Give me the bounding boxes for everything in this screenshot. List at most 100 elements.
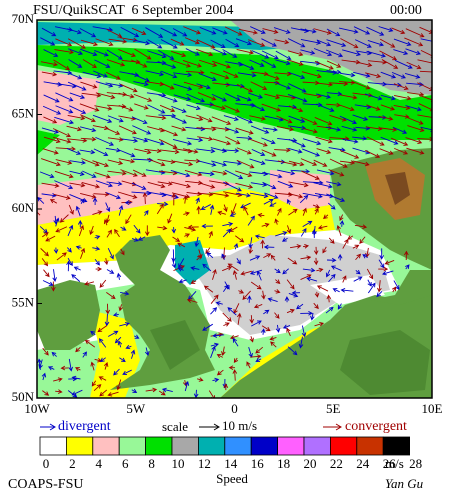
wind-arrow	[95, 38, 114, 47]
speed-zone	[37, 130, 60, 155]
wind-arrow	[250, 354, 262, 359]
wind-arrow	[107, 115, 124, 123]
wind-arrow	[53, 377, 63, 382]
wind-arrow	[378, 115, 394, 121]
wind-arrow	[405, 48, 421, 56]
wind-arrow	[376, 291, 383, 298]
wind-arrow	[237, 72, 257, 78]
wind-arrow	[277, 104, 297, 110]
wind-arrow	[71, 389, 83, 396]
wind-arrow	[306, 276, 318, 282]
wind-arrow	[118, 304, 123, 312]
wind-arrow	[221, 253, 226, 260]
wind-arrow	[248, 237, 253, 249]
wind-arrow	[124, 200, 132, 205]
wind-arrow	[131, 237, 139, 242]
colorbar-tick-label: 14	[224, 456, 238, 471]
wind-arrow	[248, 246, 254, 255]
wind-arrow	[119, 357, 126, 363]
wind-arrow	[339, 150, 360, 159]
wind-arrow	[215, 301, 223, 306]
wind-arrow	[236, 312, 242, 325]
colorbar-box	[171, 436, 199, 456]
wind-arrow	[43, 269, 50, 278]
wind-arrow	[342, 138, 359, 144]
lat-label: 70N	[12, 11, 35, 26]
wind-arrow	[42, 280, 54, 286]
wind-arrow	[37, 358, 42, 370]
wind-arrow	[288, 138, 306, 148]
wind-arrow	[237, 62, 255, 70]
wind-arrow	[329, 158, 348, 168]
wind-arrow	[406, 61, 422, 70]
wind-arrow	[260, 328, 266, 335]
wind-arrow	[75, 367, 81, 372]
wind-arrow	[225, 136, 241, 145]
wind-arrow	[322, 246, 327, 254]
colorbar-tick-label: 4	[96, 456, 103, 471]
wind-arrow	[352, 136, 368, 141]
colorbar-box	[145, 436, 173, 456]
wind-arrow	[69, 182, 86, 188]
wind-arrow	[120, 83, 138, 93]
wind-arrow	[355, 269, 361, 275]
wind-arrow	[317, 225, 328, 230]
wind-arrow	[287, 257, 298, 265]
wind-arrow	[198, 59, 218, 67]
wind-arrow	[236, 258, 241, 265]
wind-arrow	[171, 227, 177, 234]
wind-arrow	[55, 105, 74, 114]
wind-arrow	[249, 192, 269, 199]
wind-arrow	[157, 61, 177, 69]
wind-arrow	[71, 274, 81, 282]
wind-arrow	[354, 224, 368, 229]
wind-arrow	[186, 104, 201, 111]
wind-arrow	[313, 246, 319, 256]
wind-arrow	[352, 244, 360, 249]
wind-arrow	[224, 127, 240, 134]
wind-arrow	[206, 252, 214, 259]
wind-arrow	[196, 114, 213, 123]
wind-arrow	[249, 59, 265, 67]
wind-arrow	[69, 92, 86, 100]
wind-arrow	[419, 94, 432, 102]
wind-arrow	[84, 339, 96, 348]
wind-arrow	[79, 149, 96, 155]
wind-arrow	[380, 94, 396, 101]
wind-arrow	[250, 103, 265, 112]
wind-arrow	[80, 81, 98, 89]
wind-arrow	[275, 50, 292, 60]
wind-arrow	[91, 380, 97, 387]
wind-arrow	[186, 93, 206, 103]
lat-label: 65N	[12, 105, 35, 120]
wind-arrow	[261, 72, 280, 81]
wind-arrow	[41, 158, 61, 167]
wind-arrow	[60, 365, 69, 371]
wind-arrow	[235, 38, 252, 46]
wind-arrow	[68, 59, 83, 68]
colorbar-box	[224, 436, 252, 456]
wind-arrow	[288, 105, 304, 113]
wind-arrow	[156, 203, 164, 215]
wind-arrow	[367, 279, 372, 287]
wind-arrow	[249, 158, 266, 166]
wind-arrow	[221, 346, 226, 356]
wind-arrow	[393, 38, 412, 47]
wind-arrow	[187, 224, 199, 230]
wind-arrow	[353, 61, 373, 68]
wind-arrow	[286, 308, 295, 314]
wind-arrow	[337, 253, 343, 261]
wind-arrow	[216, 369, 224, 376]
wind-arrow	[197, 136, 214, 141]
wind-arrow	[121, 59, 141, 65]
wind-arrow	[235, 235, 245, 243]
wind-arrow	[59, 214, 69, 223]
wind-arrow	[288, 208, 298, 216]
wind-arrow	[313, 302, 319, 310]
wind-arrow	[302, 192, 323, 199]
wind-arrow	[106, 59, 126, 67]
wind-arrow	[246, 361, 251, 369]
wind-arrow	[342, 275, 347, 283]
wind-arrow	[158, 94, 178, 103]
wind-arrow	[131, 73, 150, 82]
